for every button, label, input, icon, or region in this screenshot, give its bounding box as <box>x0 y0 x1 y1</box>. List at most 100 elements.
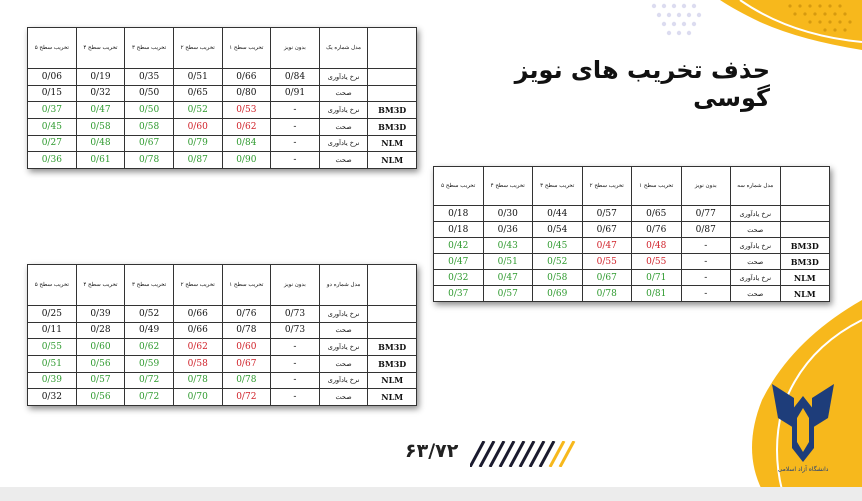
value-cell: 0/44 <box>532 205 583 223</box>
value-cell: - <box>270 371 320 390</box>
value-cell: 0/73 <box>270 304 320 323</box>
table-row: 0/42 0/43 0/45 0/47 0/48- نرخ یادآوری BM3D <box>433 237 830 255</box>
table-row: 0/36 0/61 0/78 0/87 0/90- صحت NLM <box>27 151 417 169</box>
header-cell: تخریب سطح ۱ <box>631 165 682 207</box>
header-cell: مدل شماره دو <box>318 264 369 306</box>
value-cell: 0/32 <box>75 84 126 103</box>
header-cell: تخریب سطح ۳ <box>124 264 174 306</box>
value-cell: 0/59 <box>124 354 174 373</box>
value-cell: 0/87 <box>172 151 223 169</box>
method-cell: BM3D <box>367 117 417 136</box>
value-cell: 0/60 <box>75 338 126 356</box>
metric-cell: نرخ یادآوری <box>318 371 369 390</box>
metric-cell: صحت <box>318 321 369 340</box>
value-cell: 0/78 <box>124 151 174 169</box>
metric-cell: صحت <box>318 388 369 406</box>
table-row: 0/47 0/51 0/52 0/55 0/55- صحت BM3D <box>433 253 830 271</box>
metric-cell: نرخ یادآوری <box>318 134 369 153</box>
table-row: 0/18 0/36 0/54 0/67 0/76 0/87 صحت <box>433 221 830 239</box>
table-row: 0/11 0/28 0/49 0/66 0/78 0/73 صحت <box>27 321 417 340</box>
value-cell: 0/15 <box>27 84 77 103</box>
metric-cell: نرخ یادآوری <box>730 269 781 287</box>
value-cell: 0/36 <box>27 151 77 169</box>
value-cell: 0/57 <box>75 371 126 390</box>
results-table-model-2: تخریب سطح ۵ تخریب سطح ۴ تخریب سطح ۳ تخری… <box>27 264 417 406</box>
value-cell: 0/52 <box>124 304 174 323</box>
value-cell: - <box>270 151 320 169</box>
university-logo: دانشگاه آزاد اسلامی <box>772 384 834 473</box>
value-cell: 0/48 <box>631 237 682 255</box>
header-cell <box>367 27 417 69</box>
value-cell: 0/91 <box>270 84 320 103</box>
value-cell: - <box>680 269 731 287</box>
dot-pattern-top <box>651 0 862 50</box>
table-row: 0/55 0/60 0/62 0/62 0/60- نرخ یادآوری BM3D <box>27 338 417 356</box>
table-body: 0/25 0/39 0/52 0/66 0/76 0/73 نرخ یادآوری 0/11 0… <box>27 304 417 406</box>
value-cell: 0/11 <box>27 321 77 340</box>
value-cell: 0/45 <box>27 117 77 136</box>
header-cell: بدون نویز <box>270 264 320 306</box>
value-cell: - <box>270 117 320 136</box>
value-cell: - <box>680 237 731 255</box>
value-cell: 0/50 <box>124 84 174 103</box>
value-cell: 0/81 <box>631 285 682 302</box>
value-cell: 0/39 <box>75 304 126 323</box>
stripes-decoration <box>470 441 576 467</box>
metric-cell: صحت <box>318 117 369 136</box>
value-cell: 0/18 <box>433 205 484 223</box>
table-header-row: تخریب سطح ۵ تخریب سطح ۴ تخریب سطح ۳ تخری… <box>27 27 417 69</box>
value-cell: - <box>270 338 320 356</box>
value-cell: 0/67 <box>581 269 632 287</box>
value-cell: 0/45 <box>532 237 583 255</box>
value-cell: 0/57 <box>482 285 533 302</box>
table-row: 0/45 0/58 0/58 0/60 0/62- صحت BM3D <box>27 117 417 136</box>
header-cell: تخریب سطح ۵ <box>27 27 77 69</box>
value-cell: 0/87 <box>680 221 731 239</box>
value-cell: 0/52 <box>172 101 223 119</box>
method-cell: NLM <box>779 269 830 287</box>
value-cell: 0/51 <box>482 253 533 271</box>
value-cell: 0/72 <box>124 388 174 406</box>
table-1: تخریب سطح ۵ تخریب سطح ۴ تخریب سطح ۳ تخری… <box>27 27 417 169</box>
table-header-row: تخریب سطح ۵ تخریب سطح ۴ تخریب سطح ۳ تخری… <box>27 264 417 306</box>
metric-cell: صحت <box>730 221 781 239</box>
table-row: 0/39 0/57 0/72 0/78 0/78- نرخ یادآوری NLM <box>27 371 417 390</box>
value-cell: 0/78 <box>581 285 632 302</box>
metric-cell: صحت <box>318 354 369 373</box>
metric-cell: نرخ یادآوری <box>318 67 369 86</box>
method-cell: BM3D <box>367 101 417 119</box>
table-body: 0/18 0/30 0/44 0/57 0/65 0/77 نرخ یادآوری 0/18 0… <box>433 205 830 302</box>
value-cell: 0/67 <box>221 354 272 373</box>
method-cell: NLM <box>367 134 417 153</box>
method-cell: BM3D <box>367 338 417 356</box>
value-cell: - <box>270 134 320 153</box>
value-cell: 0/55 <box>27 338 77 356</box>
value-cell: 0/79 <box>172 134 223 153</box>
metric-cell: نرخ یادآوری <box>318 304 369 323</box>
value-cell: 0/66 <box>172 321 223 340</box>
table-body: 0/06 0/19 0/35 0/51 0/66 0/84 نرخ یادآوری 0/15 0… <box>27 67 417 169</box>
bottom-bar <box>0 487 862 501</box>
method-cell <box>367 321 417 340</box>
table-row: 0/32 0/56 0/72 0/70 0/72- صحت NLM <box>27 388 417 406</box>
value-cell: 0/76 <box>221 304 272 323</box>
header-cell: مدل شماره سه <box>730 165 781 207</box>
value-cell: 0/53 <box>221 101 272 119</box>
value-cell: 0/52 <box>532 253 583 271</box>
results-table-model-1: تخریب سطح ۵ تخریب سطح ۴ تخریب سطح ۳ تخری… <box>27 27 417 169</box>
value-cell: 0/90 <box>221 151 272 169</box>
method-cell: BM3D <box>367 354 417 373</box>
value-cell: 0/48 <box>75 134 126 153</box>
method-cell: NLM <box>367 371 417 390</box>
header-cell: تخریب سطح ۲ <box>172 27 223 69</box>
method-cell <box>367 84 417 103</box>
value-cell: 0/47 <box>482 269 533 287</box>
value-cell: 0/60 <box>172 117 223 136</box>
header-cell: تخریب سطح ۴ <box>75 27 126 69</box>
value-cell: 0/62 <box>172 338 223 356</box>
value-cell: 0/51 <box>27 354 77 373</box>
method-cell: NLM <box>367 151 417 169</box>
value-cell: 0/19 <box>75 67 126 86</box>
value-cell: 0/78 <box>221 371 272 390</box>
value-cell: 0/39 <box>27 371 77 390</box>
